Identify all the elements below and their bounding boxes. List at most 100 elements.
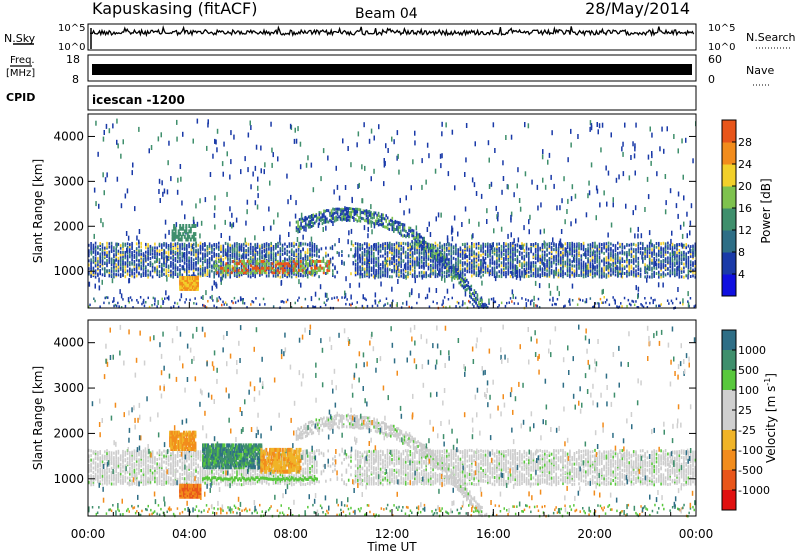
heatmap-cell xyxy=(356,207,359,211)
heatmap-cell xyxy=(226,151,228,157)
heatmap-cell xyxy=(94,275,97,279)
heatmap-cell xyxy=(385,297,388,300)
heatmap-cell xyxy=(680,253,683,257)
heatmap-cell xyxy=(492,297,495,303)
heatmap-cell xyxy=(122,266,124,270)
heatmap-cell xyxy=(597,302,599,305)
heatmap-cell xyxy=(487,270,489,274)
heatmap-cell xyxy=(188,256,190,260)
heatmap-cell xyxy=(147,273,149,277)
heatmap-cell xyxy=(199,271,202,275)
heatmap-cell xyxy=(301,217,304,221)
heatmap-cell xyxy=(216,147,218,153)
heatmap-cell xyxy=(518,250,521,254)
heatmap-cell xyxy=(92,270,95,274)
heatmap-cell xyxy=(367,211,369,215)
heatmap-cell xyxy=(262,297,265,301)
heatmap-cell xyxy=(464,277,467,281)
heatmap-cell xyxy=(110,266,113,270)
heatmap-cell xyxy=(466,278,468,282)
heatmap-cell xyxy=(124,250,127,254)
heatmap-cell xyxy=(262,259,265,263)
heatmap-cell xyxy=(514,253,516,257)
heatmap-cell xyxy=(683,254,685,258)
heatmap-cell xyxy=(393,261,396,265)
heatmap-cell xyxy=(537,297,540,301)
heatmap-cell xyxy=(416,301,418,305)
heatmap-cell xyxy=(442,305,445,309)
heatmap-cell xyxy=(156,267,158,271)
heatmap-cell xyxy=(509,250,512,254)
heatmap-cell xyxy=(534,266,537,270)
heatmap-cell xyxy=(206,265,209,269)
heatmap-cell xyxy=(370,222,373,228)
heatmap-cell xyxy=(195,302,198,306)
heatmap-cell xyxy=(641,304,643,307)
heatmap-cell xyxy=(566,268,569,272)
heatmap-cell xyxy=(235,262,238,266)
heatmap-cell xyxy=(199,259,202,263)
heatmap-cell xyxy=(525,302,528,308)
heatmap-cell xyxy=(612,202,614,208)
heatmap-cell xyxy=(232,268,235,272)
heatmap-cell xyxy=(136,299,138,302)
heatmap-cell xyxy=(149,252,152,256)
heatmap-cell xyxy=(658,270,660,274)
heatmap-cell xyxy=(193,302,195,305)
heatmap-cell xyxy=(628,260,630,264)
heatmap-cell xyxy=(208,251,211,254)
heatmap-cell xyxy=(523,262,526,266)
heatmap-cell xyxy=(548,244,551,248)
heatmap-cell xyxy=(687,274,689,280)
heatmap-cell xyxy=(252,249,254,252)
heatmap-cell xyxy=(598,302,600,308)
heatmap-cell xyxy=(475,301,478,304)
heatmap-cell xyxy=(297,260,300,264)
heatmap-cell xyxy=(149,273,152,277)
heatmap-cell xyxy=(588,180,590,186)
heatmap-cell xyxy=(289,267,291,273)
heatmap-cell xyxy=(598,273,601,277)
heatmap-cell xyxy=(322,227,324,232)
heatmap-cell xyxy=(420,240,422,244)
heatmap-cell xyxy=(594,265,596,269)
heatmap-cell xyxy=(550,268,553,272)
heatmap-cell xyxy=(357,131,360,137)
heatmap-cell xyxy=(304,250,307,254)
heatmap-cell xyxy=(119,263,122,266)
heatmap-cell xyxy=(138,245,140,249)
heatmap-cell xyxy=(252,260,254,264)
heatmap-cell xyxy=(534,246,537,250)
heatmap-cell xyxy=(528,274,530,278)
heatmap-cell xyxy=(502,176,505,181)
heatmap-cell xyxy=(151,252,154,256)
heatmap-cell xyxy=(286,245,288,249)
heatmap-cell xyxy=(509,243,512,247)
heatmap-cell xyxy=(129,250,131,254)
heatmap-cell xyxy=(101,254,104,258)
heatmap-cell xyxy=(110,263,113,267)
heatmap-cell xyxy=(417,235,419,239)
heatmap-cell xyxy=(316,263,318,267)
heatmap-cell xyxy=(598,275,601,279)
heatmap-cell xyxy=(404,267,407,271)
heatmap-cell xyxy=(357,272,359,276)
heatmap-cell xyxy=(678,260,681,264)
heatmap-cell xyxy=(313,243,316,246)
heatmap-cell xyxy=(234,301,237,304)
heatmap-cell xyxy=(491,270,494,274)
heatmap-cell xyxy=(428,246,430,249)
heatmap-cell xyxy=(587,263,589,267)
heatmap-cell xyxy=(237,268,240,272)
heatmap-cell xyxy=(218,245,220,249)
heatmap-cell xyxy=(623,259,626,263)
heatmap-cell xyxy=(341,209,343,213)
heatmap-cell xyxy=(110,257,113,261)
heatmap-cell xyxy=(202,252,204,256)
heatmap-cell xyxy=(530,250,532,254)
heatmap-cell xyxy=(610,254,612,258)
heatmap-cell xyxy=(510,217,512,223)
heatmap-cell xyxy=(126,251,129,255)
heatmap-cell xyxy=(92,268,95,272)
heatmap-cell xyxy=(411,259,414,263)
